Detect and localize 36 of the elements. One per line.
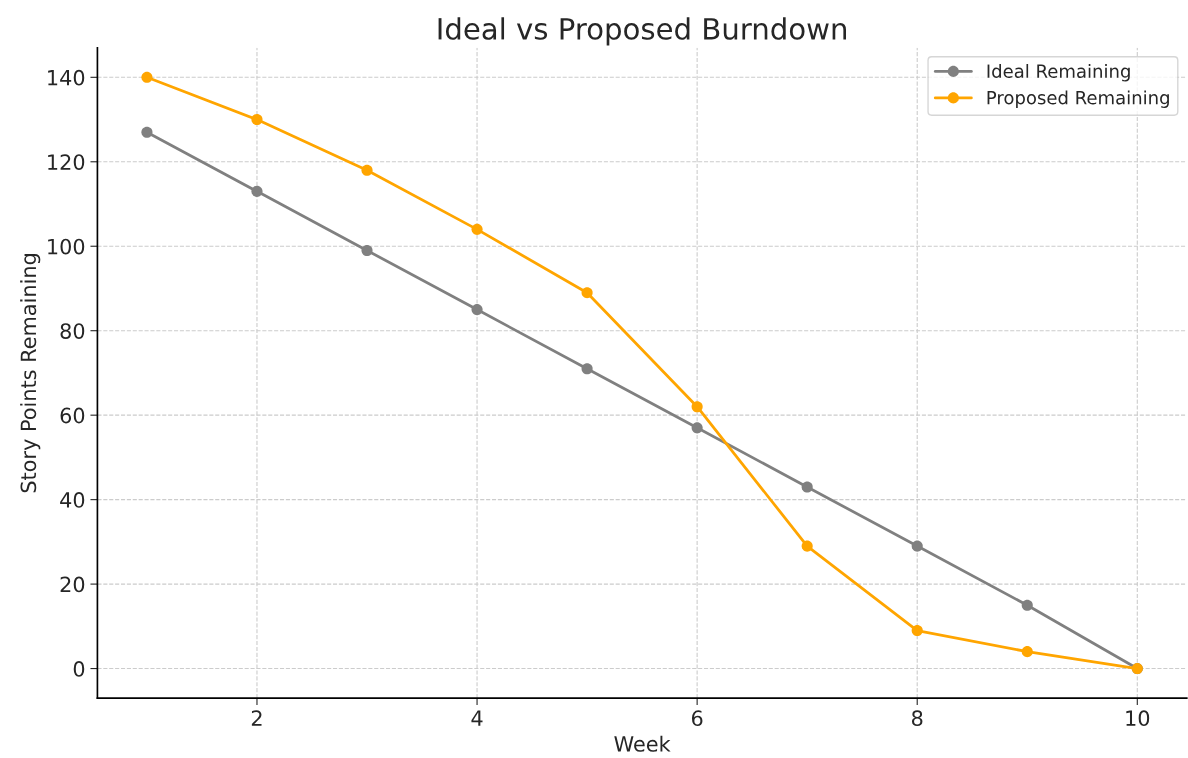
x-tick-label: 4 bbox=[471, 710, 483, 726]
point bbox=[581, 363, 593, 375]
point bbox=[361, 164, 373, 176]
x-tick-label: 6 bbox=[691, 710, 703, 727]
y-tick-label: 120 bbox=[48, 154, 85, 170]
x-tick-label: 8 bbox=[912, 710, 923, 727]
y-tick-label: 80 bbox=[60, 323, 85, 339]
x-axis-title: Week bbox=[614, 735, 671, 752]
point bbox=[801, 540, 813, 552]
point bbox=[471, 304, 483, 316]
y-tick-label: 140 bbox=[48, 69, 85, 86]
y-tick-label: 40 bbox=[60, 492, 85, 508]
y-tick-label: 60 bbox=[60, 407, 85, 424]
point bbox=[251, 113, 263, 126]
chart-title: Ideal vs Proposed Burndown bbox=[438, 17, 846, 46]
point bbox=[911, 540, 923, 552]
point bbox=[911, 624, 923, 637]
y-tick-label: 100 bbox=[48, 238, 85, 255]
point bbox=[471, 223, 483, 235]
point bbox=[1021, 646, 1033, 658]
legend-label: Proposed Remaining bbox=[987, 90, 1169, 108]
point bbox=[141, 126, 153, 138]
point bbox=[801, 481, 813, 493]
point bbox=[691, 401, 703, 413]
point bbox=[361, 244, 373, 257]
point bbox=[581, 287, 593, 299]
point bbox=[251, 185, 263, 197]
x-tick-label: 2 bbox=[251, 710, 262, 726]
point bbox=[141, 71, 153, 83]
y-tick-label: 0 bbox=[73, 661, 85, 677]
point bbox=[691, 422, 703, 434]
y-axis-title: Story Points Remaining bbox=[20, 254, 41, 493]
point bbox=[1021, 599, 1033, 611]
x-tick-label: 10 bbox=[1126, 710, 1150, 727]
legend-label: Ideal Remaining bbox=[987, 64, 1130, 82]
y-tick-label: 20 bbox=[60, 576, 85, 593]
